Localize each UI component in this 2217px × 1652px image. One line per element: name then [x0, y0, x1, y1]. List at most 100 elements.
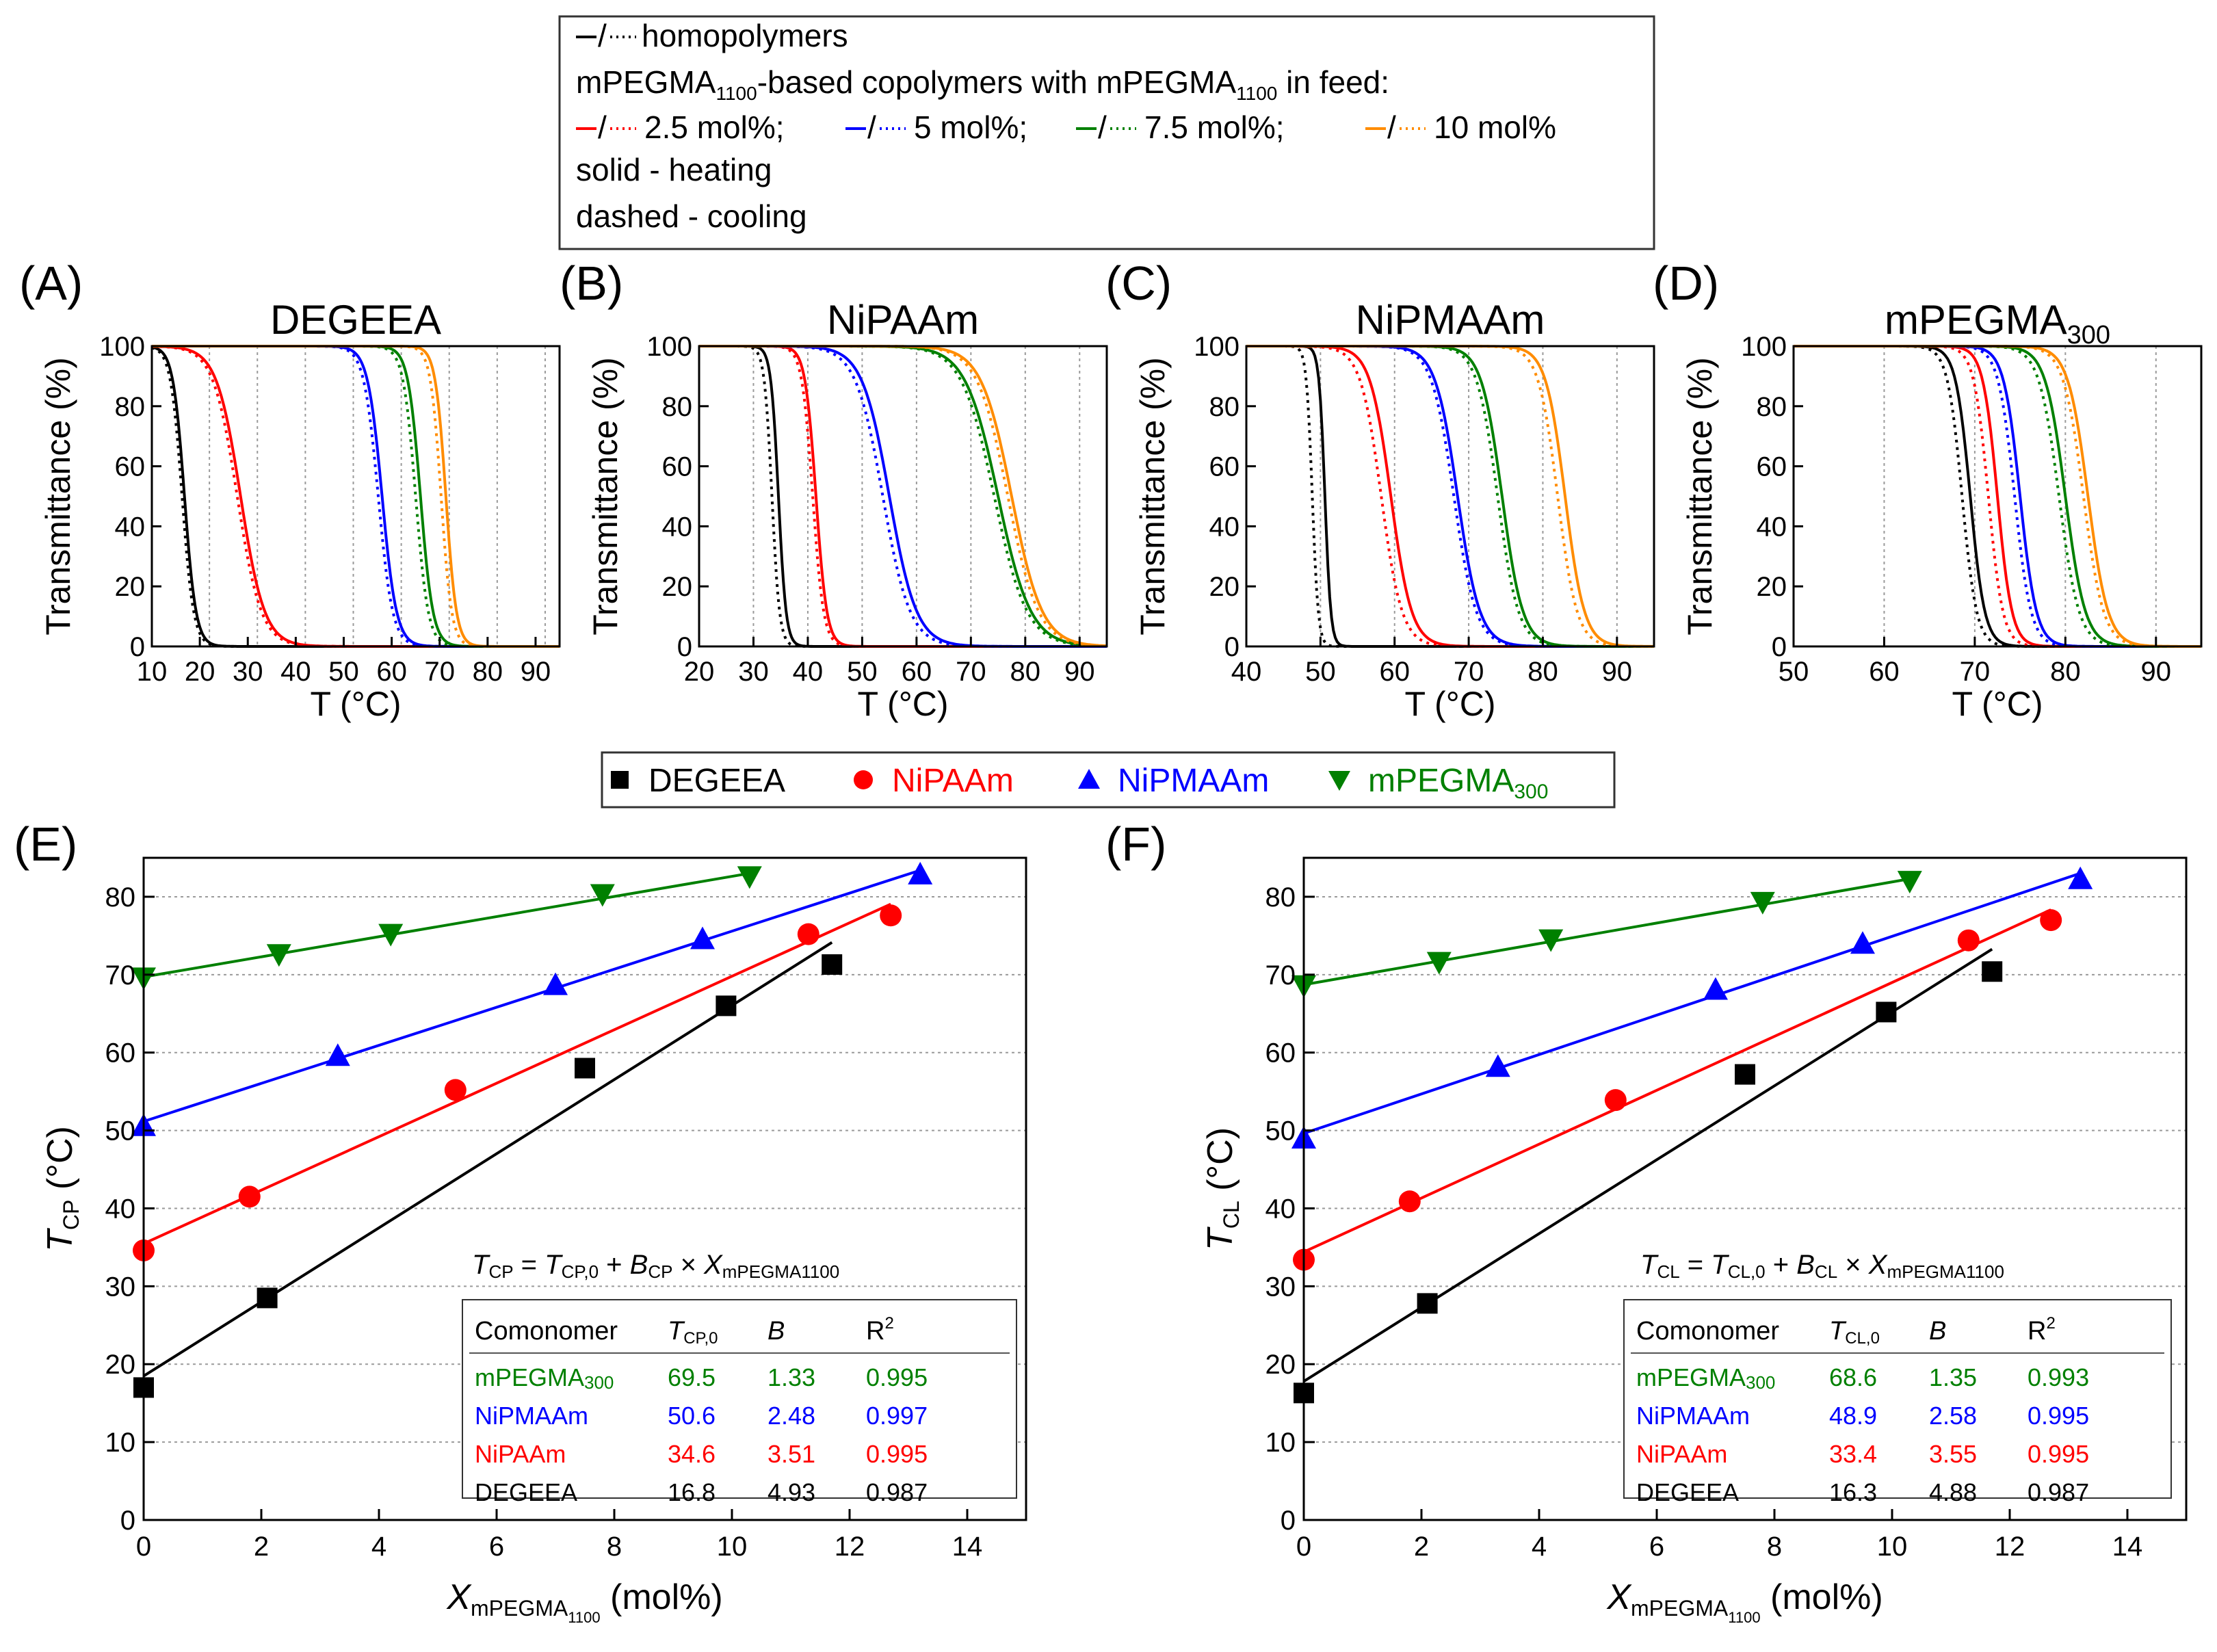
square-marker — [716, 995, 737, 1017]
eq-part: + — [1766, 1250, 1797, 1280]
y-tick-label: 50 — [105, 1116, 136, 1146]
legend-label: mPEGMA300 — [1368, 763, 1548, 803]
x-tick-label: 14 — [952, 1532, 983, 1562]
heating-curve — [152, 345, 560, 648]
y-tick-label: 20 — [115, 572, 146, 602]
table-cell: 16.8 — [668, 1478, 716, 1506]
legend-line2-sub: 1100 — [1236, 83, 1277, 104]
legend-line2-sub: 1100 — [716, 83, 757, 104]
y-tick-label: 40 — [1209, 512, 1240, 542]
table-cell-name: DEGEEA — [475, 1478, 577, 1506]
table-cell: 4.88 — [1929, 1478, 1977, 1506]
cooling-curve — [152, 345, 560, 648]
triangle-down-marker — [1750, 891, 1775, 915]
table-header-main: R — [2028, 1317, 2046, 1346]
eq-part: B — [630, 1250, 648, 1280]
fit-line — [1303, 877, 1911, 986]
legend-frame — [558, 15, 1655, 250]
x-tick-label: 60 — [1379, 657, 1410, 687]
square-marker — [575, 1058, 595, 1079]
x-tick-label: 80 — [473, 657, 503, 687]
y-tick-label: 0 — [677, 632, 692, 662]
x-tick-label: 80 — [1527, 657, 1558, 687]
triangle-up-marker — [1703, 977, 1728, 1000]
x-tick-label: 60 — [1869, 657, 1900, 687]
square-marker — [1735, 1064, 1755, 1085]
fit-line — [1303, 871, 2081, 1135]
table-cell: mPEGMA300 — [1636, 1363, 1775, 1393]
cooling-curve — [1246, 345, 1654, 648]
triangle-down-marker — [1328, 771, 1350, 791]
x-tick-label: 0 — [1296, 1532, 1311, 1562]
x-tick-label: 20 — [185, 657, 215, 687]
y-tick-label: 80 — [662, 392, 693, 422]
x-tick-label: 40 — [280, 657, 311, 687]
legend-entry: 5 mol%; — [914, 109, 1027, 145]
y-tick-label: 40 — [115, 512, 146, 542]
x-tick-label: 90 — [2141, 657, 2172, 687]
table-cell: 4.93 — [768, 1478, 815, 1506]
heating-curve — [152, 345, 560, 648]
y-tick-label: 0 — [1772, 632, 1787, 662]
table-cell: 1.35 — [1929, 1363, 1977, 1391]
plot-frame — [150, 345, 561, 648]
y-axis-label: TCL (°C) — [1201, 1127, 1244, 1250]
panel-title: DEGEEA — [270, 297, 441, 343]
table-cell: NiPAAm — [1636, 1440, 1727, 1468]
y-tick-label: 30 — [1265, 1272, 1296, 1302]
table-header-sup: 2 — [884, 1314, 893, 1333]
table-cell: 0.995 — [2028, 1440, 2089, 1468]
eq-sub: mPEGMA1100 — [1887, 1261, 2004, 1282]
eq-part: B — [1796, 1250, 1815, 1280]
heating-curve — [1246, 345, 1654, 648]
cooling-curve — [699, 345, 1107, 648]
y-tick-label: 40 — [662, 512, 693, 542]
x-axis-label-tail: (mol%) — [1761, 1577, 1883, 1617]
y-tick-label: 20 — [662, 572, 693, 602]
y-tick-label: 60 — [662, 452, 693, 482]
legend-line2: mPEGMA1100-based copolymers with mPEGMA1… — [576, 64, 1389, 104]
x-tick-label: 50 — [328, 657, 359, 687]
eq-part: T — [1711, 1250, 1729, 1280]
x-tick-label: 60 — [376, 657, 407, 687]
triangle-down-marker — [737, 866, 762, 889]
heating-curve — [152, 345, 560, 648]
table-header: B — [768, 1317, 785, 1346]
x-tick-label: 6 — [489, 1532, 504, 1562]
cooling-curve — [1246, 345, 1654, 648]
table-cell: 48.9 — [1829, 1402, 1877, 1430]
legend-slash: / — [598, 18, 607, 53]
panel-label: (D) — [1653, 257, 1719, 310]
table-cell: NiPAAm — [475, 1440, 566, 1468]
eq-sub: mPEGMA1100 — [722, 1261, 839, 1282]
table-header: R2 — [2028, 1314, 2056, 1346]
triangle-down-marker — [590, 884, 615, 907]
circle-marker — [797, 923, 819, 945]
y-axis-label-main: T — [1201, 1227, 1240, 1250]
x-tick-label: 80 — [1010, 657, 1041, 687]
legend-entry: 2.5 mol%; — [644, 109, 785, 145]
y-tick-label: 0 — [1224, 632, 1239, 662]
x-tick-label: 6 — [1649, 1532, 1664, 1562]
plot-frame — [1792, 345, 2203, 648]
heating-curve — [151, 345, 560, 648]
legend-line2-end: in feed: — [1277, 64, 1389, 100]
table-header-main: T — [668, 1317, 685, 1346]
x-axis-label-subsub: 1100 — [1728, 1609, 1760, 1626]
legend-slash: / — [1098, 109, 1107, 145]
y-axis-label-tail: (°C) — [1201, 1127, 1240, 1201]
legend-entry: 10 mol% — [1434, 109, 1556, 145]
plot-frame — [698, 345, 1108, 648]
table-cell: 3.55 — [1929, 1440, 1977, 1468]
table-cell: 50.6 — [668, 1402, 716, 1430]
table-cell: 0.987 — [866, 1478, 928, 1506]
legend-label: NiPAAm — [892, 763, 1014, 799]
fit-equation: TCP = TCP,0 + BCP × XmPEGMA1100 — [472, 1250, 839, 1282]
triangle-down-marker — [1897, 871, 1922, 894]
y-axis-label: Transmittance (%) — [39, 357, 77, 635]
table-cell: DEGEEA — [475, 1478, 577, 1506]
legend-cooling: dashed - cooling — [576, 198, 807, 234]
x-tick-label: 4 — [371, 1532, 386, 1562]
